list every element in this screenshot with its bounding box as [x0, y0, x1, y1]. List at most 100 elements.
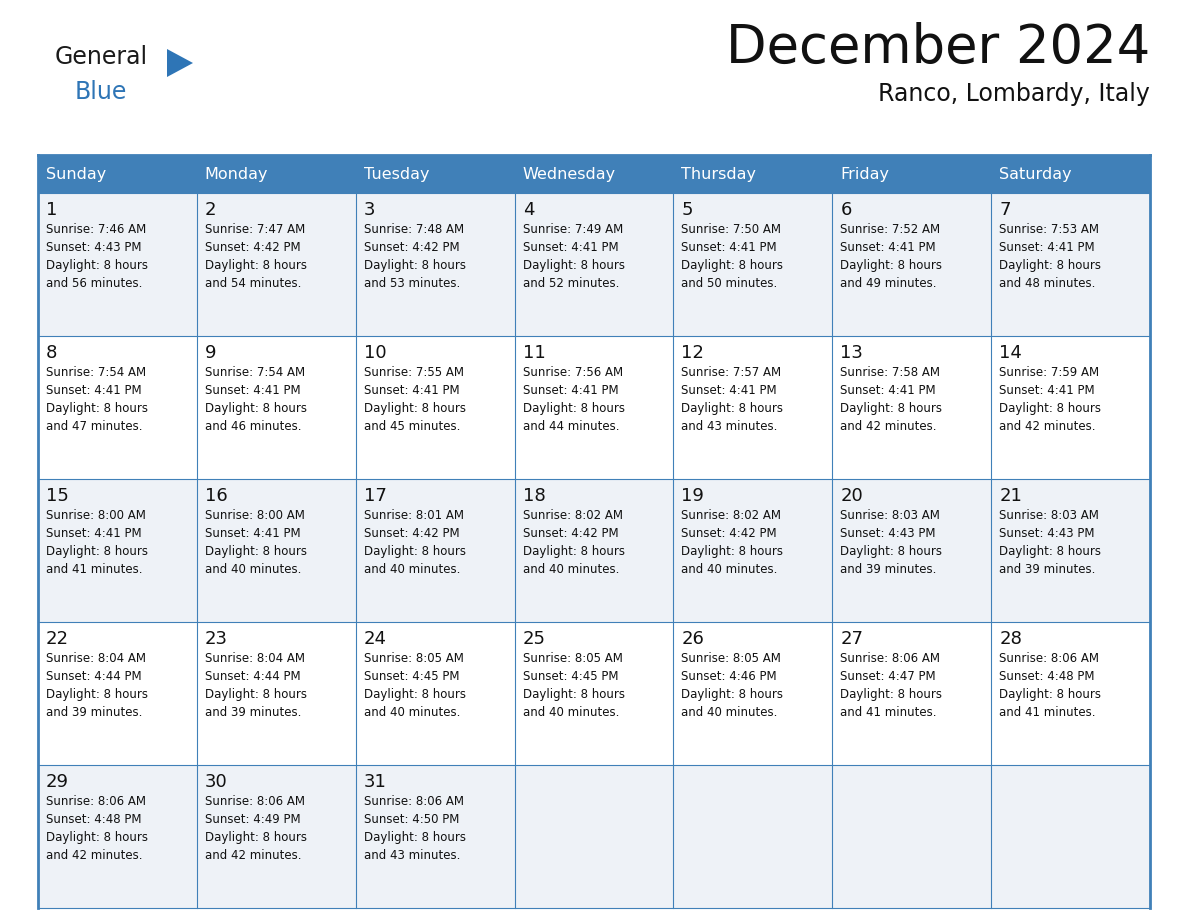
Text: Sunset: 4:41 PM: Sunset: 4:41 PM — [523, 384, 618, 397]
Text: Thursday: Thursday — [682, 166, 757, 182]
Text: Daylight: 8 hours: Daylight: 8 hours — [840, 545, 942, 558]
Text: Daylight: 8 hours: Daylight: 8 hours — [204, 831, 307, 844]
Text: Sunrise: 7:46 AM: Sunrise: 7:46 AM — [46, 223, 146, 236]
Text: Sunrise: 7:56 AM: Sunrise: 7:56 AM — [523, 366, 623, 379]
Text: Wednesday: Wednesday — [523, 166, 615, 182]
Text: Sunrise: 8:02 AM: Sunrise: 8:02 AM — [523, 509, 623, 522]
Text: and 39 minutes.: and 39 minutes. — [46, 706, 143, 719]
Text: Sunrise: 7:58 AM: Sunrise: 7:58 AM — [840, 366, 940, 379]
Text: 7: 7 — [999, 201, 1011, 219]
Text: Sunset: 4:41 PM: Sunset: 4:41 PM — [999, 384, 1095, 397]
Bar — [38, 193, 1150, 336]
Text: 20: 20 — [840, 487, 862, 505]
Text: General: General — [55, 45, 148, 69]
Text: Sunset: 4:41 PM: Sunset: 4:41 PM — [46, 384, 141, 397]
Text: Daylight: 8 hours: Daylight: 8 hours — [46, 545, 148, 558]
Text: and 48 minutes.: and 48 minutes. — [999, 277, 1095, 290]
Text: Daylight: 8 hours: Daylight: 8 hours — [840, 688, 942, 701]
Text: and 41 minutes.: and 41 minutes. — [840, 706, 937, 719]
Text: 9: 9 — [204, 344, 216, 362]
Text: and 40 minutes.: and 40 minutes. — [682, 706, 778, 719]
Text: and 39 minutes.: and 39 minutes. — [999, 563, 1095, 576]
Text: Sunset: 4:42 PM: Sunset: 4:42 PM — [364, 241, 460, 254]
Text: 24: 24 — [364, 630, 387, 648]
Text: Sunrise: 8:06 AM: Sunrise: 8:06 AM — [999, 652, 1099, 665]
Text: Sunset: 4:45 PM: Sunset: 4:45 PM — [364, 670, 460, 683]
Text: Sunset: 4:42 PM: Sunset: 4:42 PM — [682, 527, 777, 540]
Text: and 40 minutes.: and 40 minutes. — [523, 706, 619, 719]
Text: Sunday: Sunday — [46, 166, 106, 182]
Text: Saturday: Saturday — [999, 166, 1072, 182]
Text: 29: 29 — [46, 773, 69, 791]
Text: 18: 18 — [523, 487, 545, 505]
Bar — [38, 336, 1150, 479]
Text: and 39 minutes.: and 39 minutes. — [204, 706, 302, 719]
Text: Daylight: 8 hours: Daylight: 8 hours — [46, 688, 148, 701]
Text: 27: 27 — [840, 630, 864, 648]
Text: Sunrise: 7:47 AM: Sunrise: 7:47 AM — [204, 223, 305, 236]
Text: 21: 21 — [999, 487, 1022, 505]
Bar — [38, 479, 1150, 622]
Text: Sunrise: 7:59 AM: Sunrise: 7:59 AM — [999, 366, 1099, 379]
Text: Sunrise: 7:50 AM: Sunrise: 7:50 AM — [682, 223, 782, 236]
Text: Sunrise: 7:55 AM: Sunrise: 7:55 AM — [364, 366, 463, 379]
Text: Sunrise: 8:05 AM: Sunrise: 8:05 AM — [682, 652, 782, 665]
Text: Friday: Friday — [840, 166, 890, 182]
Polygon shape — [168, 49, 192, 77]
Text: Ranco, Lombardy, Italy: Ranco, Lombardy, Italy — [878, 82, 1150, 106]
Text: Sunset: 4:43 PM: Sunset: 4:43 PM — [840, 527, 936, 540]
Text: and 52 minutes.: and 52 minutes. — [523, 277, 619, 290]
Text: Sunset: 4:41 PM: Sunset: 4:41 PM — [840, 241, 936, 254]
Text: and 43 minutes.: and 43 minutes. — [364, 849, 460, 862]
Text: Sunset: 4:48 PM: Sunset: 4:48 PM — [46, 813, 141, 826]
Text: 3: 3 — [364, 201, 375, 219]
Text: Sunset: 4:44 PM: Sunset: 4:44 PM — [46, 670, 141, 683]
Text: Sunset: 4:46 PM: Sunset: 4:46 PM — [682, 670, 777, 683]
Text: and 40 minutes.: and 40 minutes. — [682, 563, 778, 576]
Text: Sunset: 4:41 PM: Sunset: 4:41 PM — [682, 384, 777, 397]
Text: 16: 16 — [204, 487, 228, 505]
Text: 22: 22 — [46, 630, 69, 648]
Text: Sunrise: 7:52 AM: Sunrise: 7:52 AM — [840, 223, 941, 236]
Text: Sunset: 4:43 PM: Sunset: 4:43 PM — [46, 241, 141, 254]
Text: and 39 minutes.: and 39 minutes. — [840, 563, 936, 576]
Text: Sunrise: 8:06 AM: Sunrise: 8:06 AM — [840, 652, 940, 665]
Text: Tuesday: Tuesday — [364, 166, 429, 182]
Text: Sunrise: 7:49 AM: Sunrise: 7:49 AM — [523, 223, 623, 236]
Text: Sunset: 4:41 PM: Sunset: 4:41 PM — [999, 241, 1095, 254]
Text: and 40 minutes.: and 40 minutes. — [523, 563, 619, 576]
Text: Daylight: 8 hours: Daylight: 8 hours — [523, 545, 625, 558]
Text: 2: 2 — [204, 201, 216, 219]
Text: Sunrise: 8:06 AM: Sunrise: 8:06 AM — [364, 795, 463, 808]
Text: Daylight: 8 hours: Daylight: 8 hours — [204, 259, 307, 272]
Text: Sunrise: 8:06 AM: Sunrise: 8:06 AM — [204, 795, 305, 808]
Text: and 46 minutes.: and 46 minutes. — [204, 420, 302, 433]
Text: 26: 26 — [682, 630, 704, 648]
Text: Daylight: 8 hours: Daylight: 8 hours — [999, 545, 1101, 558]
Text: Daylight: 8 hours: Daylight: 8 hours — [523, 259, 625, 272]
Text: Daylight: 8 hours: Daylight: 8 hours — [204, 688, 307, 701]
Text: Sunset: 4:45 PM: Sunset: 4:45 PM — [523, 670, 618, 683]
Text: Daylight: 8 hours: Daylight: 8 hours — [682, 259, 783, 272]
Text: and 44 minutes.: and 44 minutes. — [523, 420, 619, 433]
Text: 31: 31 — [364, 773, 386, 791]
Text: Sunset: 4:41 PM: Sunset: 4:41 PM — [204, 384, 301, 397]
Text: Sunrise: 7:54 AM: Sunrise: 7:54 AM — [204, 366, 305, 379]
Text: and 47 minutes.: and 47 minutes. — [46, 420, 143, 433]
Text: Sunset: 4:50 PM: Sunset: 4:50 PM — [364, 813, 459, 826]
Text: Sunset: 4:41 PM: Sunset: 4:41 PM — [364, 384, 460, 397]
Text: Daylight: 8 hours: Daylight: 8 hours — [999, 402, 1101, 415]
Text: Sunset: 4:41 PM: Sunset: 4:41 PM — [46, 527, 141, 540]
Text: 17: 17 — [364, 487, 386, 505]
Text: 11: 11 — [523, 344, 545, 362]
Text: 10: 10 — [364, 344, 386, 362]
Text: Daylight: 8 hours: Daylight: 8 hours — [364, 259, 466, 272]
Text: Sunrise: 8:05 AM: Sunrise: 8:05 AM — [523, 652, 623, 665]
Text: Daylight: 8 hours: Daylight: 8 hours — [999, 688, 1101, 701]
Text: December 2024: December 2024 — [726, 22, 1150, 74]
Text: Daylight: 8 hours: Daylight: 8 hours — [204, 545, 307, 558]
Text: Sunset: 4:44 PM: Sunset: 4:44 PM — [204, 670, 301, 683]
Text: Sunrise: 8:03 AM: Sunrise: 8:03 AM — [999, 509, 1099, 522]
Text: 15: 15 — [46, 487, 69, 505]
Text: Sunset: 4:42 PM: Sunset: 4:42 PM — [523, 527, 618, 540]
